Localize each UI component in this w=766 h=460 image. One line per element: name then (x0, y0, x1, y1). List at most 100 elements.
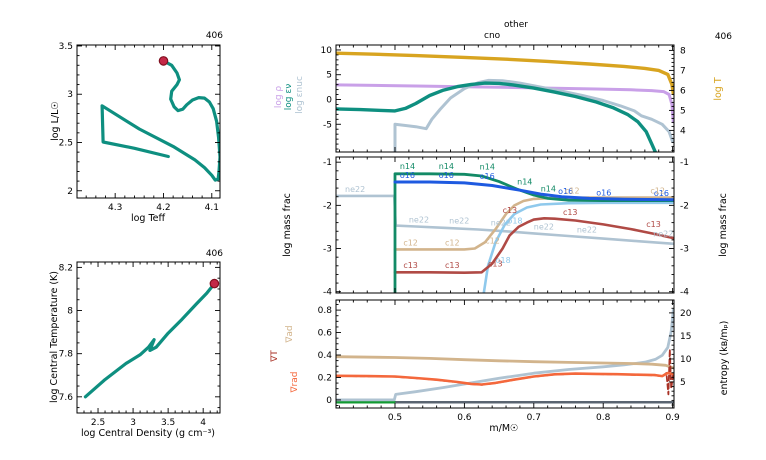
plot-frame (335, 44, 675, 153)
series-label-o16: o16 (558, 187, 573, 196)
series-label-c13: c13 (488, 260, 503, 269)
series-label-c12: c12 (650, 187, 665, 196)
central-t-rho-panel: 2.5 3 3.5 4 7.6 7.8 8 8.2 log Central Density (g… (49, 249, 223, 439)
plot-frame (76, 261, 221, 414)
x-tick-label: 0.6 (457, 413, 472, 423)
series-label-c13: c13 (445, 261, 460, 270)
y2-tick-label: 5 (680, 378, 686, 388)
series-group (336, 308, 674, 404)
series-group (336, 172, 674, 293)
series-label-ne22: ne22 (449, 216, 469, 225)
series-label-other: other (504, 20, 528, 30)
series-label-c13: c13 (563, 208, 578, 217)
y-tick-label: 7.6 (59, 393, 74, 403)
series-label-o16: o16 (654, 189, 669, 198)
model-number: 406 (206, 249, 223, 259)
y2-tick-label: 20 (680, 309, 692, 319)
y2-tick-label: 8 (680, 46, 686, 56)
series-label-∇rad: ∇rad (290, 372, 300, 394)
series-label-ne22: ne22 (577, 226, 597, 235)
x-axis-label: log Teff (131, 213, 166, 224)
series-label-ne22: ne22 (653, 229, 673, 238)
x-axis-label: m/M☉ (489, 423, 518, 434)
x-tick-label: 4 (200, 418, 206, 428)
series-label-log εν: log εν (284, 84, 294, 110)
axis-ticks (336, 300, 674, 408)
series-group (83, 282, 216, 399)
profile-abundances-panel: -4 -3 -2 -1 -4 -3 -2 -1 log mass frac log mass fr… (282, 156, 729, 298)
y-tick-label: -5 (323, 120, 332, 130)
y-tick-label: 2.5 (59, 138, 73, 148)
y-tick-label: 0.2 (318, 373, 332, 383)
series-label-ne22: ne22 (534, 223, 554, 232)
series-trho-track (83, 282, 216, 399)
hr-diagram-panel: 4.1 4.2 4.3 2 2.5 3 3.5 log Teff log L/L☉ 406 (50, 31, 223, 224)
y2-tick-label: 7 (680, 66, 686, 76)
series-label-c12: c12 (565, 186, 580, 195)
current-model-marker (158, 56, 169, 66)
y-tick-label: 2 (67, 187, 73, 197)
y2-tick-label: 6 (680, 86, 686, 96)
series-label-c12: c12 (485, 236, 500, 245)
y2-axis-label: log mass frac (718, 193, 729, 257)
series-label-n14: n14 (517, 178, 532, 187)
axis-ticks (336, 157, 674, 293)
y-tick-label: -2 (323, 201, 332, 211)
series-label-c12: c12 (403, 239, 418, 248)
series-label-o16: o16 (480, 172, 495, 181)
y-tick-label: 8.2 (59, 263, 73, 273)
x-tick-label: 0.8 (596, 413, 611, 423)
y-tick-label: 5 (326, 71, 332, 81)
series-entropy (336, 308, 674, 402)
y-axis-label: log mass frac (282, 193, 293, 257)
axis-ticks (77, 45, 220, 198)
x-tick-label: 0.5 (388, 413, 402, 423)
series-log-eps-nu (336, 81, 657, 152)
y2-tick-label: -1 (680, 158, 689, 168)
model-number: 406 (206, 31, 223, 41)
series-grad-rad (336, 371, 674, 386)
x-tick-label: 0.9 (665, 413, 680, 423)
x-tick-label: 3.5 (161, 418, 175, 428)
x-tick-label: 4.2 (156, 203, 170, 213)
y-axis-label: log Central Temperature (K) (49, 271, 60, 403)
series-label-n14: n14 (541, 185, 556, 194)
y2-tick-label: 4 (680, 126, 686, 136)
series-label-o18: o18 (496, 256, 511, 265)
axis-ticks (76, 262, 220, 413)
y-tick-label: 0 (326, 396, 332, 406)
plot-frame (335, 156, 675, 294)
series-grad-ad (336, 355, 674, 370)
profile-gradients-panel: 0.5 0.6 0.7 0.8 0.9 0 0.2 0.4 0.6 0.8 5 10 15 20 m/M☉ e… (270, 299, 730, 434)
series-label-ne22: ne22 (491, 219, 511, 228)
y-axis-label: log L/L☉ (50, 101, 61, 141)
x-tick-label: 2.5 (91, 418, 105, 428)
y-tick-label: 0.8 (318, 306, 333, 316)
series-label-cno: cno (484, 31, 501, 41)
series-label-n14: n14 (439, 162, 454, 171)
model-number: 406 (715, 32, 732, 42)
series-label-∇T: ∇T (270, 350, 280, 363)
x-tick-label: 4.1 (205, 203, 219, 213)
y-tick-label: -1 (323, 158, 332, 168)
series-label-c13: c13 (503, 206, 518, 215)
y-tick-label: 3 (67, 90, 73, 100)
series-label-ne22: ne22 (409, 216, 429, 225)
x-tick-label: 4.3 (108, 203, 122, 213)
series-label-o16: o16 (596, 188, 611, 197)
y-tick-label: 0 (326, 95, 332, 105)
y-tick-label: 0.6 (318, 329, 333, 339)
y2-tick-label: -2 (680, 201, 689, 211)
y-tick-label: -3 (323, 245, 332, 255)
series-label-o16: o16 (439, 171, 454, 180)
series-label-∇ad: ∇ad (285, 325, 295, 343)
series-label-n14: n14 (480, 163, 495, 172)
x-tick-label: 3 (130, 418, 136, 428)
series-o18 (482, 201, 674, 293)
y2-tick-label: -3 (680, 245, 689, 255)
series-log-eps-nuc (393, 78, 674, 152)
y2-tick-label: 15 (680, 332, 691, 342)
series-label-log ρ: log ρ (274, 86, 284, 109)
